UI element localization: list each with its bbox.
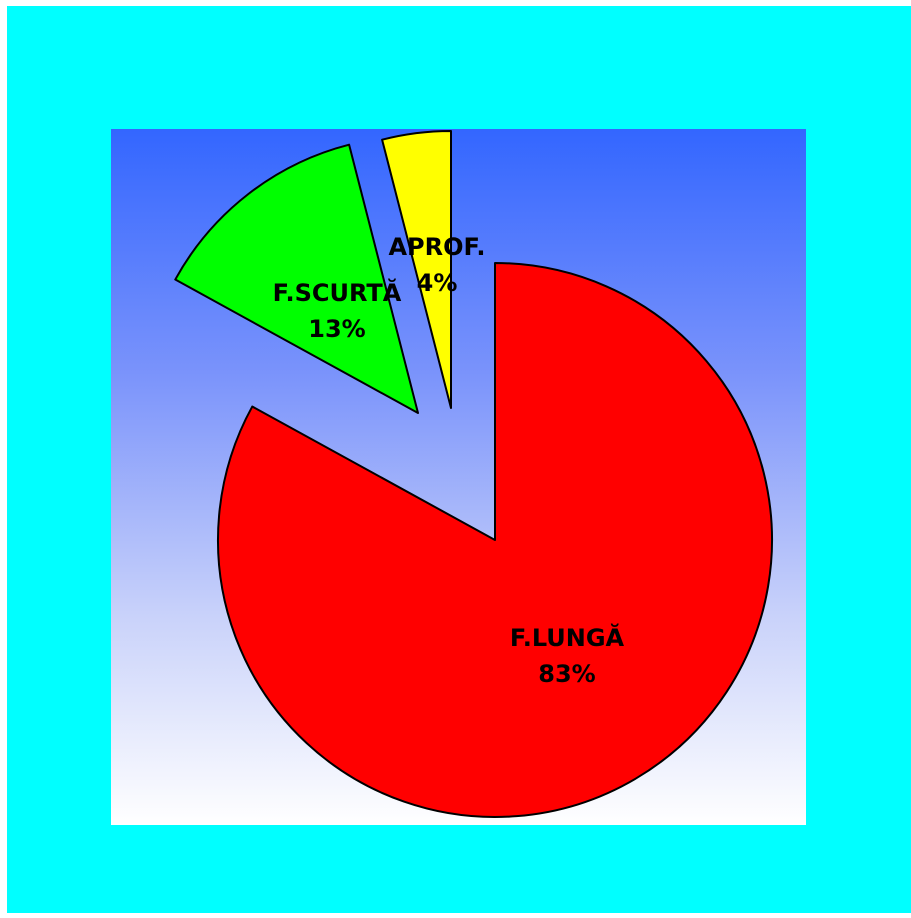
pie-labels: F.LUNGĂ 83% F.SCURTĂ 13% APROF. 4%	[273, 233, 625, 688]
slice-percent-3: 4%	[417, 269, 458, 297]
slice-label-2: F.SCURTĂ 13%	[273, 277, 402, 343]
pie-slices	[174, 130, 773, 818]
pie-slice-2	[174, 143, 419, 414]
slice-name-2: F.SCURTĂ	[273, 277, 402, 307]
pie-slice-1	[216, 262, 773, 818]
slice-percent-2: 13%	[308, 315, 365, 343]
pie-slice-3	[381, 130, 452, 409]
slice-name-3: APROF.	[388, 233, 485, 261]
slice-percent-1: 83%	[538, 660, 595, 688]
slice-name-1: F.LUNGĂ	[510, 622, 625, 652]
slice-label-1: F.LUNGĂ 83%	[510, 622, 625, 688]
slice-label-3: APROF. 4%	[388, 233, 485, 297]
